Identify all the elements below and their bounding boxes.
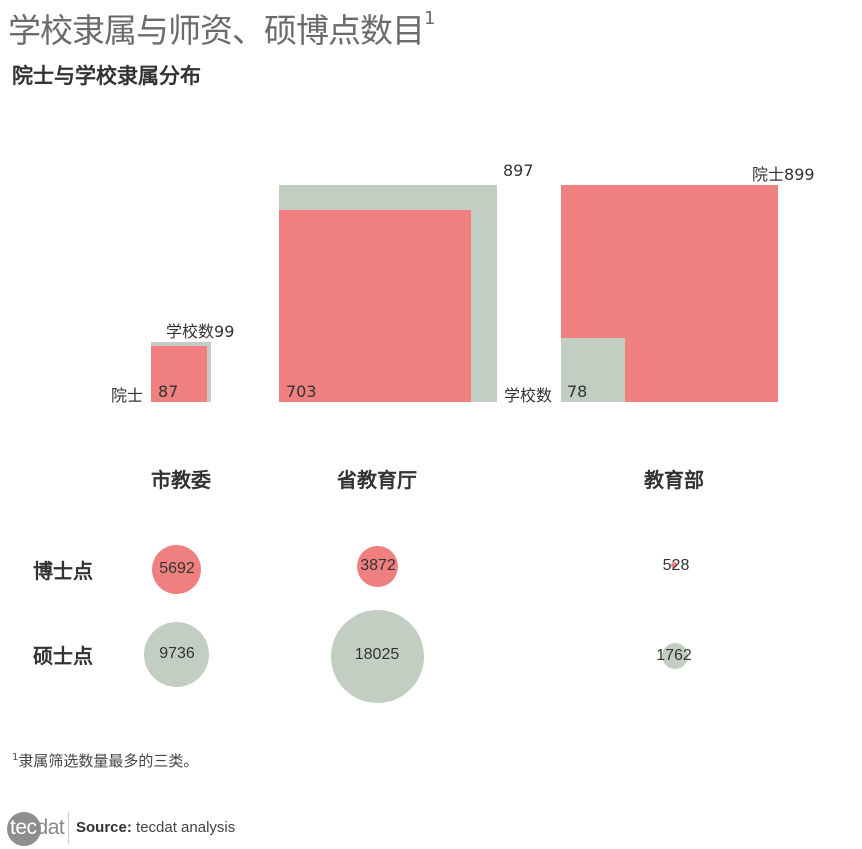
academicians-square xyxy=(151,346,207,402)
bubble-value: 5692 xyxy=(159,560,195,577)
source-text: tecdat analysis xyxy=(136,819,236,836)
footnote: 1隶属筛选数量最多的三类。 xyxy=(12,750,198,771)
logo-divider xyxy=(68,812,69,844)
logo-circle-icon xyxy=(7,812,41,846)
bubble-phd-jiaoyubu xyxy=(671,562,677,568)
footnote-mark: 1 xyxy=(12,752,19,763)
bubble-master-shijiaowei xyxy=(144,622,209,687)
bubble-value: 3872 xyxy=(360,557,396,574)
academicians-square xyxy=(279,210,471,402)
tecdat-logo: tecdat xyxy=(7,812,65,846)
column-header-shengjiaoyuting: 省教育厅 xyxy=(337,468,417,492)
bubble-master-jiaoyubu xyxy=(662,643,688,669)
bubble-master-shengjiaoyuting xyxy=(331,610,424,703)
bubble-phd-shijiaowei xyxy=(152,545,201,594)
source-label: Source: xyxy=(76,819,132,836)
schools-square xyxy=(561,338,625,402)
source-note: Source: tecdat analysis xyxy=(76,819,235,836)
schools-value: 78 xyxy=(567,382,588,401)
row-header-phd: 博士点 xyxy=(33,559,93,583)
academicians-value: 87 xyxy=(158,382,179,401)
footnote-text: 隶属筛选数量最多的三类。 xyxy=(18,752,199,770)
column-header-shijiaowei: 市教委 xyxy=(151,468,211,492)
schools-value: 897 xyxy=(503,161,534,180)
bubble-value: 18025 xyxy=(354,646,400,663)
title-footnote-mark: 1 xyxy=(424,8,435,29)
row-header-master: 硕士点 xyxy=(33,644,93,668)
chart-subtitle: 院士与学校隶属分布 xyxy=(12,64,201,88)
academicians-value: 703 xyxy=(286,382,317,401)
academicians-label: 院士 xyxy=(111,386,144,405)
title-text: 学校隶属与师资、硕博点数目 xyxy=(8,11,425,50)
bubble-value: 9736 xyxy=(159,645,195,662)
logo-text: tecdat xyxy=(10,816,65,839)
bubble-phd-shengjiaoyuting xyxy=(357,546,398,587)
bubble-value: 528 xyxy=(662,557,690,574)
bubble-value: 1762 xyxy=(656,647,692,664)
chart-title: 学校隶属与师资、硕博点数目1 xyxy=(8,4,435,52)
schools-label: 学校数99 xyxy=(166,322,235,341)
schools-label: 学校数 xyxy=(504,386,553,405)
column-header-jiaoyubu: 教育部 xyxy=(644,468,704,492)
academicians-label: 院士899 xyxy=(752,165,815,184)
